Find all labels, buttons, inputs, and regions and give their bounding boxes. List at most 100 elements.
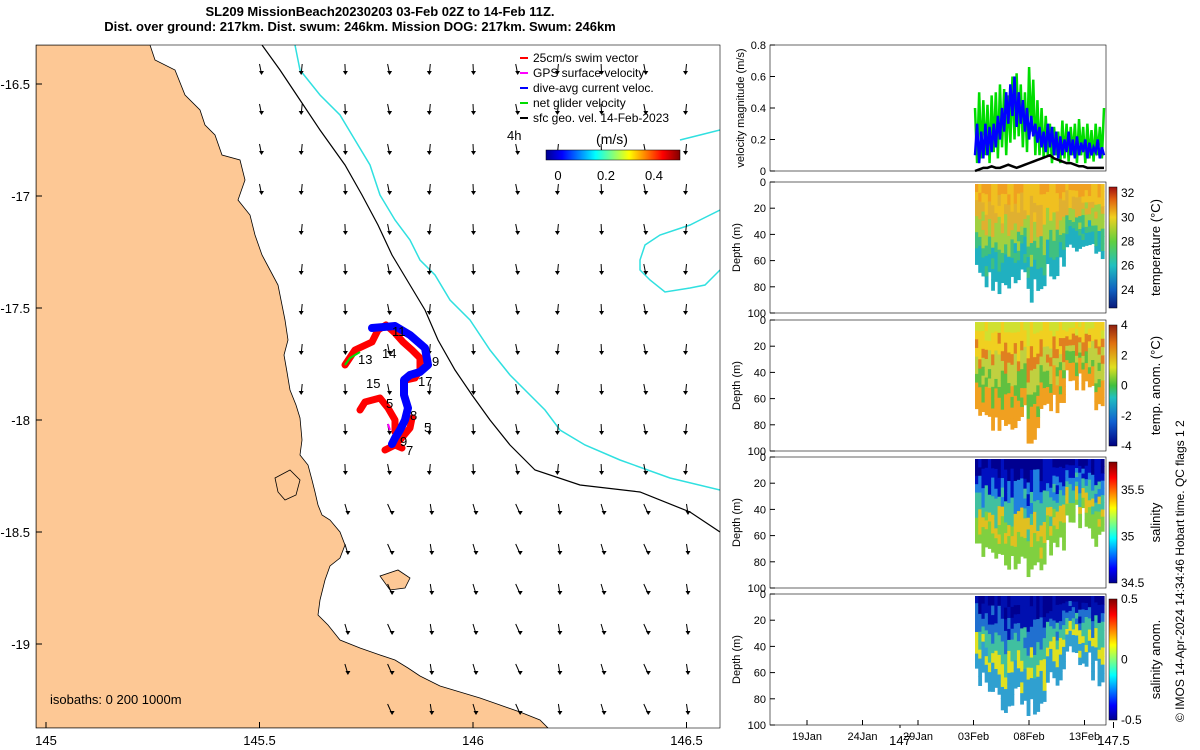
section-cell: [1100, 221, 1105, 230]
section-cell: [997, 615, 1002, 627]
section-cell: [1074, 355, 1079, 364]
section-cell: [1016, 459, 1021, 471]
section-cell: [1029, 382, 1034, 396]
section-cell: [1074, 629, 1079, 637]
section-cell: [1081, 459, 1086, 465]
map-x-tick-label: 147: [889, 733, 911, 748]
section-cell: [1087, 208, 1092, 215]
section-cell: [1013, 678, 1018, 689]
title-line-1: SL209 MissionBeach20230203 03-Feb 02Z to…: [205, 4, 555, 19]
section-cell: [1049, 202, 1053, 213]
section-cell: [1091, 341, 1095, 348]
section-cell: [1020, 517, 1024, 528]
section-cell: [1074, 230, 1079, 239]
section-cell: [1013, 535, 1018, 548]
section-cell: [997, 419, 1002, 431]
section-cell: [1097, 519, 1102, 528]
isobath-200m: [261, 45, 720, 533]
section-cell: [1045, 215, 1050, 225]
section-cell: [1097, 613, 1102, 624]
section-cell: [1058, 663, 1063, 672]
section-cell: [1023, 346, 1028, 356]
section-cell: [978, 405, 983, 416]
section-cell: [1100, 184, 1105, 193]
section-cell: [1016, 184, 1021, 195]
section-cell: [1055, 529, 1060, 539]
section-cell: [997, 525, 1002, 536]
section-cell: [1042, 511, 1047, 523]
section-cell: [1052, 620, 1057, 630]
section-cell: [1097, 362, 1102, 372]
section-cell: [1087, 373, 1092, 381]
section-cell: [1081, 473, 1086, 479]
section-cell: [1016, 250, 1021, 261]
section-cell: [1039, 257, 1044, 269]
section-cell: [1091, 621, 1095, 631]
velocity-arrow: [643, 103, 649, 115]
velocity-series-dive-avg-current-veloc-: [973, 76, 1106, 164]
section-cell: [1091, 654, 1095, 664]
section-cell: [1097, 604, 1102, 615]
section-cell: [1078, 657, 1083, 666]
section-cell: [1007, 683, 1012, 696]
section-cell: [1081, 616, 1086, 624]
section-cell: [1042, 490, 1047, 502]
section-cell: [1042, 606, 1047, 618]
section-cell: [1016, 231, 1021, 242]
section-cell: [987, 530, 992, 540]
section-cell: [1004, 619, 1008, 632]
section-cell: [1078, 472, 1083, 481]
section-cell: [1049, 257, 1053, 268]
section-cell: [1036, 416, 1041, 429]
section-cell: [1074, 190, 1079, 198]
section-cell: [1026, 394, 1031, 408]
section-cell: [1045, 621, 1050, 632]
section-cell: [1000, 630, 1005, 643]
section-cell: [1042, 363, 1047, 373]
section-cell: [1010, 418, 1015, 430]
section-cell: [1004, 459, 1008, 471]
section-cell: [981, 656, 986, 666]
section-cell: [981, 184, 986, 194]
velocity-arrow: [471, 263, 476, 275]
section-cell: [1023, 210, 1028, 220]
section-cell: [1078, 616, 1083, 624]
section-cell: [1084, 645, 1089, 653]
section-cell: [984, 359, 989, 369]
section-cell: [1049, 478, 1053, 489]
section-cell: [1049, 357, 1053, 367]
section-cell: [991, 365, 995, 377]
velocity-arrow: [685, 503, 691, 515]
section-cell: [1049, 468, 1053, 479]
section-cell: [1062, 257, 1066, 267]
section-cell: [1020, 378, 1024, 389]
section-cell: [1097, 190, 1102, 199]
section-cell: [1062, 486, 1066, 496]
section-y-tick-label: 0: [760, 452, 766, 464]
section-cell: [997, 487, 1002, 498]
section-cell: [1097, 511, 1102, 520]
velocity-arrow: [515, 63, 521, 75]
section-cell: [1039, 617, 1044, 629]
section-cell: [1087, 635, 1092, 642]
section-y-tick-label: 60: [754, 256, 766, 268]
section-cell: [1013, 332, 1018, 344]
section-cell: [1039, 649, 1044, 661]
section-cell: [984, 529, 989, 539]
section-y-tick-label: 100: [748, 720, 766, 732]
section-cell: [1068, 214, 1073, 221]
section-cell: [1007, 342, 1012, 354]
section-cell: [991, 194, 995, 206]
section-cell: [1097, 496, 1102, 505]
section-cell: [1029, 546, 1034, 559]
section-cell: [1068, 625, 1073, 632]
velocity-arrow: [298, 383, 304, 395]
section-cell: [1026, 406, 1031, 420]
section-cell: [1013, 223, 1018, 234]
section-cell: [1007, 413, 1012, 425]
section-cell: [1039, 536, 1044, 549]
section-cell: [1039, 356, 1044, 366]
section-cell: [994, 538, 999, 549]
colorbar-tick-label: 32: [1121, 186, 1135, 200]
section-cell: [1045, 483, 1050, 492]
